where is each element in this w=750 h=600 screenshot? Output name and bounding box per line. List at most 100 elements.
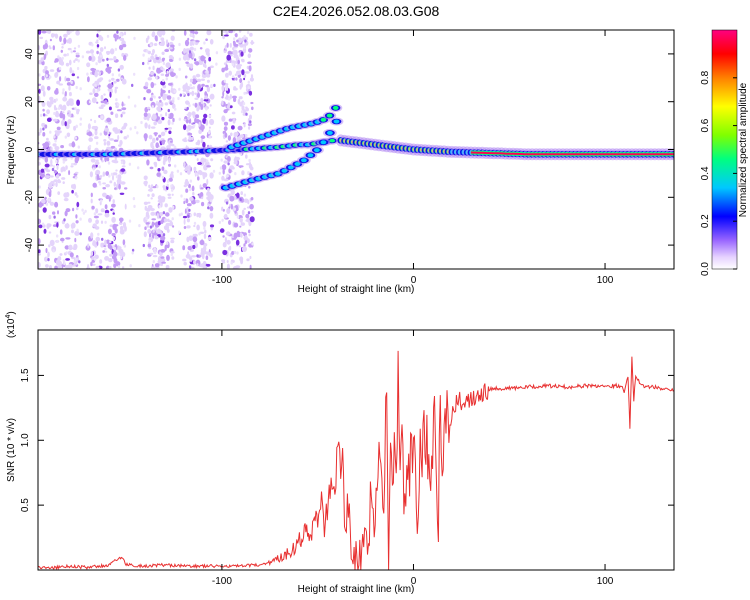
noise-speckle-464 [97, 213, 103, 216]
noise-speckle-138 [40, 85, 45, 92]
noise-speckle-233 [56, 126, 61, 131]
noise-speckle-203 [67, 263, 73, 269]
noise-speckle-1810 [148, 239, 152, 243]
noise-speckle-1257 [185, 61, 189, 64]
noise-speckle-238 [46, 30, 49, 34]
noise-speckle-1639 [236, 251, 239, 255]
noise-speckle-947 [164, 244, 167, 251]
noise-speckle-325 [112, 174, 114, 181]
noise-speckle-1270 [188, 135, 192, 141]
noise-speckle-1252 [186, 203, 192, 207]
noise-speckle-1657 [47, 258, 50, 262]
noise-speckle-1633 [188, 50, 192, 54]
noise-speckle-244 [57, 180, 62, 184]
noise-speckle-558 [108, 89, 114, 94]
noise-speckle-1528 [231, 125, 235, 130]
noise-speckle-1525 [232, 47, 235, 51]
noise-speckle-1740 [193, 123, 196, 128]
noise-speckle-1438 [221, 115, 226, 122]
noise-speckle-1845 [175, 75, 178, 79]
noise-speckle-219 [38, 44, 41, 51]
noise-speckle-307 [67, 113, 72, 117]
spectrogram-marks [38, 30, 674, 269]
noise-speckle-1656 [120, 161, 124, 165]
noise-speckle-1820 [134, 125, 137, 130]
noise-speckle-240 [64, 76, 67, 82]
noise-speckle-55 [61, 46, 64, 49]
noise-speckle-896 [148, 134, 153, 140]
spec-xtick-label-0: -100 [212, 275, 232, 286]
noise-speckle-931 [170, 239, 175, 244]
noise-speckle-1788 [77, 145, 81, 149]
noise-speckle-280 [66, 100, 71, 107]
noise-speckle-639 [89, 92, 93, 96]
noise-speckle-1746 [106, 63, 110, 67]
noise-speckle-1295 [243, 207, 246, 210]
noise-speckle-1314 [229, 105, 233, 109]
noise-speckle-1379 [241, 246, 247, 253]
noise-speckle-910 [161, 139, 165, 145]
noise-speckle-92 [38, 249, 41, 254]
noise-speckle-264 [62, 169, 66, 172]
noise-speckle-807 [154, 263, 160, 268]
noise-speckle-1753 [177, 96, 180, 101]
noise-speckle-1343 [248, 126, 251, 130]
noise-speckle-1384 [223, 160, 228, 164]
noise-speckle-367 [102, 187, 106, 190]
noise-speckle-1649 [133, 36, 136, 41]
noise-speckle-1565 [225, 94, 229, 99]
noise-speckle-747 [143, 112, 148, 117]
noise-speckle-1853 [162, 68, 165, 72]
noise-speckle-314 [48, 244, 51, 248]
noise-speckle-1151 [192, 191, 195, 196]
noise-speckle-932 [155, 56, 160, 60]
noise-speckle-258 [72, 50, 76, 53]
noise-speckle-1838 [100, 115, 104, 119]
noise-speckle-550 [107, 228, 112, 235]
noise-speckle-1136 [206, 30, 212, 36]
noise-speckle-1895 [69, 30, 72, 34]
noise-speckle-1520 [221, 175, 225, 181]
noise-speckle-1574 [226, 208, 231, 214]
noise-speckle-1893 [63, 261, 66, 266]
noise-speckle-205 [67, 119, 72, 125]
noise-speckle-879 [150, 141, 154, 149]
noise-speckle-1641 [137, 166, 140, 170]
noise-speckle-1764 [76, 66, 80, 71]
noise-speckle-368 [117, 181, 122, 185]
noise-speckle-137 [66, 132, 71, 138]
noise-speckle-1634 [174, 164, 177, 168]
noise-speckle-750 [167, 126, 172, 130]
noise-speckle-927 [153, 161, 158, 166]
noise-speckle-1097 [182, 215, 188, 219]
noise-speckle-276 [40, 173, 45, 178]
noise-speckle-1604 [170, 184, 173, 188]
noise-speckle-245 [71, 229, 74, 234]
noise-speckle-71 [53, 179, 58, 183]
noise-speckle-953 [169, 68, 174, 72]
noise-speckle-1526 [237, 59, 240, 65]
noise-speckle-1167 [200, 97, 204, 104]
noise-speckle-1849 [107, 131, 110, 135]
noise-speckle-1062 [193, 212, 197, 217]
noise-speckle-964 [209, 172, 214, 179]
noise-speckle-304 [74, 237, 77, 243]
noise-speckle-1248 [200, 104, 204, 111]
noise-speckle-58 [55, 181, 58, 188]
snr-xlabel: Height of straight line (km) [298, 584, 415, 595]
noise-speckle-502 [119, 139, 123, 146]
noise-speckle-197 [68, 247, 74, 250]
noise-speckle-633 [123, 54, 127, 61]
noise-speckle-1614 [242, 102, 246, 106]
noise-speckle-917 [152, 49, 155, 54]
noise-speckle-145 [61, 177, 66, 180]
noise-speckle-1890 [66, 53, 70, 57]
noise-speckle-1671 [193, 40, 196, 45]
noise-speckle-213 [39, 127, 42, 133]
noise-speckle-1897 [123, 244, 127, 248]
noise-speckle-260 [43, 228, 47, 234]
noise-speckle-1794 [167, 108, 170, 113]
noise-speckle-1108 [196, 78, 202, 82]
snr-marks [38, 350, 674, 570]
noise-speckle-1833 [49, 130, 52, 134]
